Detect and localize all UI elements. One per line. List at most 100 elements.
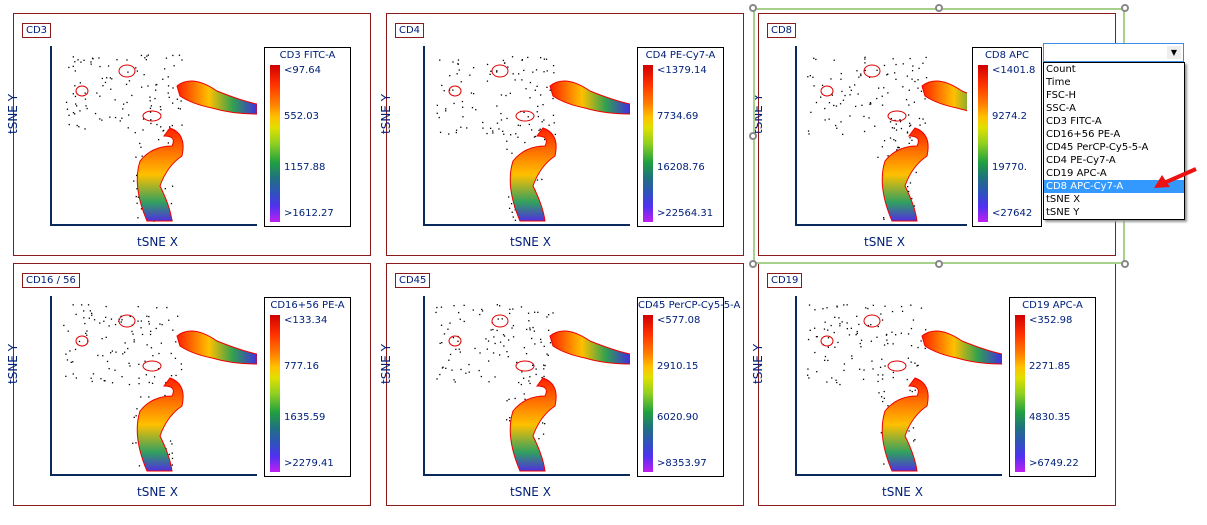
dropdown-option[interactable]: Count — [1046, 64, 1076, 75]
color-legend: CD16+56 PE-A <133.34 777.16 1635.59 >227… — [264, 297, 351, 477]
plot-panel-4[interactable]: CD45 tSNE Y tSNE X CD45 PerCP-Cy5-5-A <5… — [379, 263, 744, 506]
resize-handle[interactable] — [1121, 260, 1129, 268]
resize-handle[interactable] — [1121, 4, 1129, 12]
dropdown-option[interactable]: CD16+56 PE-A — [1046, 129, 1121, 140]
color-scale-bar — [270, 315, 280, 472]
gate-tag[interactable]: CD3 — [22, 23, 52, 38]
y-axis-label: tSNE Y — [6, 343, 20, 384]
dropdown-option[interactable]: CD4 PE-Cy7-A — [1046, 155, 1116, 166]
tsne-plot[interactable] — [50, 46, 257, 226]
legend-level: >6749.22 — [1029, 458, 1079, 469]
x-axis-label: tSNE X — [137, 235, 178, 249]
legend-level: <577.08 — [657, 315, 701, 326]
legend-title[interactable]: CD19 APC-A — [1022, 300, 1083, 311]
cluster-bottom — [881, 377, 929, 472]
dropdown-option[interactable]: tSNE X — [1046, 194, 1081, 205]
tsne-plot[interactable] — [50, 296, 257, 476]
dropdown-option[interactable]: tSNE Y — [1046, 207, 1080, 218]
tsne-plot[interactable] — [795, 46, 967, 226]
color-legend: CD8 APC <1401.8 9274.2 19770. <27642 — [972, 47, 1042, 227]
x-axis-label: tSNE X — [510, 235, 551, 249]
legend-level: 4830.35 — [1029, 412, 1071, 423]
x-axis-label: tSNE X — [864, 235, 905, 249]
cluster-bottom — [136, 127, 184, 222]
cluster-right — [176, 80, 257, 115]
resize-handle[interactable] — [935, 4, 943, 12]
color-scale-bar — [643, 315, 653, 472]
legend-level: >1612.27 — [284, 208, 334, 219]
density-plot — [435, 304, 630, 472]
legend-level: <1401.8 — [992, 65, 1036, 76]
cluster-right — [549, 330, 630, 365]
legend-level: >22564.31 — [657, 208, 714, 219]
cluster-right — [921, 330, 1002, 365]
density-plot — [63, 304, 257, 472]
density-plot — [65, 54, 257, 222]
legend-level: 7734.69 — [657, 111, 699, 122]
legend-level: >8353.97 — [657, 458, 707, 469]
tsne-plot[interactable] — [795, 296, 1002, 476]
color-scale-bar — [978, 65, 988, 222]
color-scale-bar — [1015, 315, 1025, 472]
plot-panel-3[interactable]: CD16 / 56 tSNE Y tSNE X CD16+56 PE-A <13… — [6, 263, 371, 506]
gate-tag[interactable]: CD19 — [767, 273, 803, 288]
legend-level: 777.16 — [284, 361, 319, 372]
y-axis-label: tSNE Y — [379, 93, 393, 134]
x-axis-label: tSNE X — [882, 485, 923, 499]
legend-title[interactable]: CD45 PerCP-Cy5-5-A — [638, 300, 741, 311]
color-legend: CD3 FITC-A <97.64 552.03 1157.88 >1612.2… — [264, 47, 351, 227]
legend-title[interactable]: CD8 APC — [984, 50, 1030, 61]
cluster-bottom — [509, 127, 557, 222]
gate-tag[interactable]: CD8 — [767, 23, 797, 38]
dropdown-option[interactable]: CD45 PerCP-Cy5-5-A — [1046, 142, 1149, 153]
cluster-bottom — [136, 377, 184, 472]
legend-level: 552.03 — [284, 111, 319, 122]
cluster-right — [176, 330, 257, 365]
dropdown-option[interactable]: FSC-H — [1046, 90, 1077, 101]
legend-level: <1379.14 — [657, 65, 707, 76]
legend-title[interactable]: CD3 FITC-A — [279, 50, 336, 61]
legend-title[interactable]: CD16+56 PE-A — [270, 300, 345, 311]
x-axis-label: tSNE X — [137, 485, 178, 499]
red-arrow-icon — [1154, 167, 1197, 188]
y-axis-label: tSNE Y — [379, 343, 393, 384]
dropdown-option[interactable]: SSC-A — [1046, 103, 1076, 114]
dropdown-option[interactable]: CD8 APC-Cy7-A — [1044, 180, 1184, 193]
cluster-bottom — [509, 377, 557, 472]
resize-handle[interactable] — [749, 260, 757, 268]
chevron-down-icon[interactable]: ▼ — [1167, 46, 1181, 59]
color-legend: CD19 APC-A <352.98 2271.85 4830.35 >6749… — [1009, 297, 1096, 477]
gate-tag[interactable]: CD4 — [395, 23, 425, 38]
color-scale-bar — [270, 65, 280, 222]
resize-handle[interactable] — [749, 4, 757, 12]
dropdown-option[interactable]: CD3 FITC-A — [1046, 116, 1102, 127]
legend-title[interactable]: CD4 PE-Cy7-A — [645, 50, 716, 61]
tsne-plot[interactable] — [423, 296, 630, 476]
legend-level: >2279.41 — [284, 458, 334, 469]
density-plot — [807, 56, 967, 222]
y-axis-label: tSNE Y — [751, 93, 765, 134]
parameter-dropdown[interactable]: ▼ — [1043, 43, 1184, 62]
dropdown-option[interactable]: Time — [1046, 77, 1071, 88]
cluster-right — [549, 80, 630, 115]
gate-tag[interactable]: CD45 — [395, 273, 431, 288]
legend-level: 2910.15 — [657, 361, 699, 372]
dropdown-option[interactable]: CD19 APC-A — [1046, 168, 1107, 179]
gate-tag[interactable]: CD16 / 56 — [22, 273, 80, 288]
color-legend: CD4 PE-Cy7-A <1379.14 7734.69 16208.76 >… — [637, 47, 724, 227]
color-legend: CD45 PerCP-Cy5-5-A <577.08 2910.15 6020.… — [637, 297, 741, 477]
color-scale-bar — [643, 65, 653, 222]
plot-panel-1[interactable]: CD4 tSNE Y tSNE X CD4 PE-Cy7-A <1379.14 … — [379, 13, 744, 256]
legend-level: 6020.90 — [657, 412, 699, 423]
y-axis-label: tSNE Y — [751, 343, 765, 384]
plot-panel-0[interactable]: CD3 tSNE Y tSNE X CD3 FITC-A <97.64 552.… — [6, 13, 371, 256]
legend-level: 1635.59 — [284, 412, 326, 423]
tsne-plot[interactable] — [423, 46, 630, 226]
resize-handle[interactable] — [749, 132, 757, 140]
y-axis-label: tSNE Y — [6, 93, 20, 134]
resize-handle[interactable] — [935, 260, 943, 268]
legend-level: <27642 — [992, 208, 1033, 219]
density-plot — [807, 304, 1002, 472]
plot-panel-5[interactable]: CD19 tSNE Y tSNE X CD19 APC-A <352.98 22… — [751, 263, 1116, 506]
density-plot — [436, 56, 630, 222]
